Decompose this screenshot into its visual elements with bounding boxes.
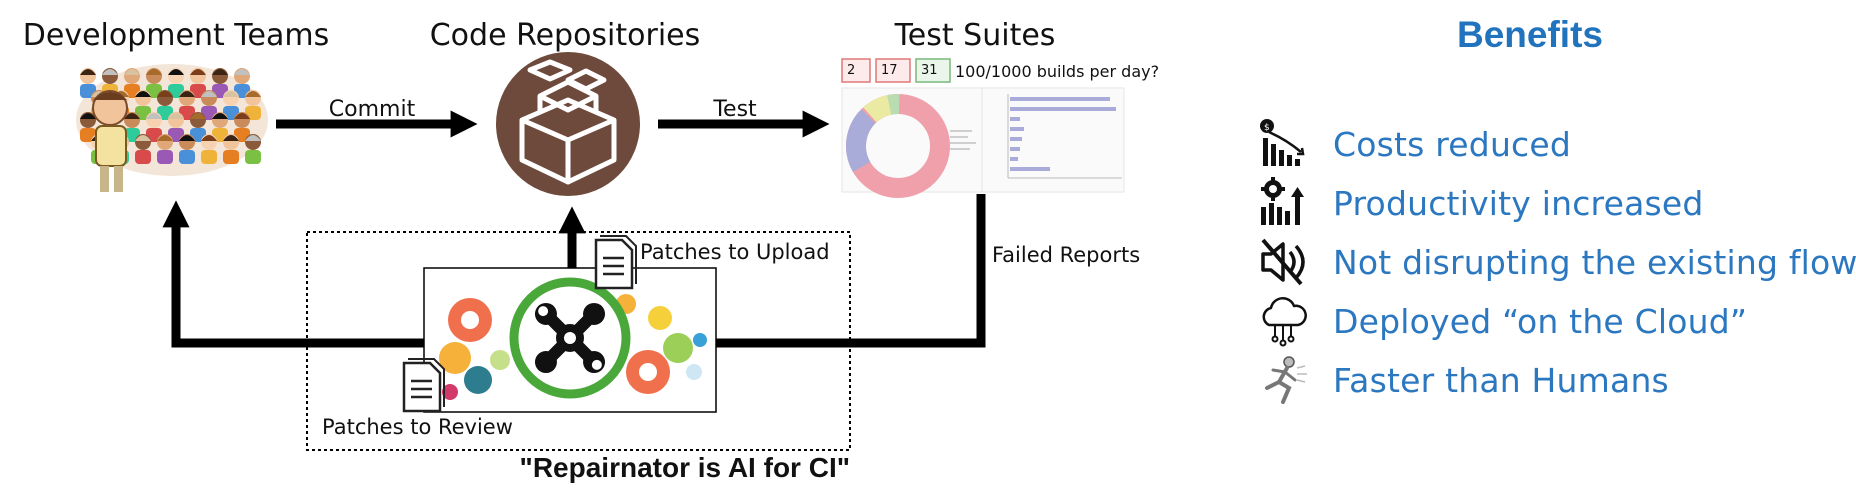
crowd-person-hair (245, 135, 261, 141)
crowd-person-hair (234, 69, 250, 75)
crowd-person-hair (201, 135, 217, 141)
benefit-label: Deployed “on the Cloud” (1333, 301, 1748, 341)
test-dashboard: 2 17 31 100/1000 builds per day? (841, 58, 1159, 198)
crowd-person-hair (212, 69, 228, 75)
benefits-title: Benefits (1457, 14, 1603, 55)
benefit-item-costs: $ Costs reduced (1255, 118, 1571, 170)
crowd-person-hair (80, 113, 96, 119)
cost-down-icon: $ (1255, 118, 1311, 170)
repairnator-caption: "Repairnator is AI for CI" (520, 452, 850, 483)
code-repos-title: Code Repositories (430, 18, 701, 53)
crowd-person-body (179, 150, 195, 164)
dev-teams-crowd-image (76, 64, 268, 192)
legend-placeholder (950, 130, 976, 150)
crowd-person-hair (212, 113, 228, 119)
benefit-label: Productivity increased (1333, 183, 1704, 223)
benefit-label: Not disrupting the existing flows (1333, 242, 1856, 282)
failed-reports-label: Failed Reports (992, 243, 1140, 267)
benefit-item-productivity: Productivity increased (1255, 177, 1704, 229)
crowd-person-body (201, 150, 217, 164)
dev-teams-title: Development Teams (23, 18, 329, 53)
crowd-person-hair (124, 113, 140, 119)
crowd-person-hair (223, 135, 239, 141)
crowd-person-hair (80, 69, 96, 75)
repairnator-gears-image (423, 267, 717, 413)
patches-to-review-arrow (162, 200, 432, 348)
crowd-person-body (245, 150, 261, 164)
crowd-person-hair (179, 91, 195, 97)
bar-chart-placeholder (1010, 97, 1116, 171)
benefit-item-not-disrupting: Not disrupting the existing flows (1255, 236, 1856, 288)
crowd-person-hair (245, 91, 261, 97)
counter-red: 2 (841, 58, 871, 83)
crowd-person-hair (168, 69, 184, 75)
crowd-person-hair (135, 135, 151, 141)
crowd-person-body (157, 150, 173, 164)
patch-document-icon-upload (594, 235, 637, 290)
patches-to-review-label: Patches to Review (322, 415, 513, 439)
benefit-item-cloud: Deployed “on the Cloud” (1255, 295, 1747, 347)
crowd-person-hair (102, 69, 118, 75)
crowd-person-hair (146, 69, 162, 75)
benefit-label: Costs reduced (1333, 124, 1572, 164)
crowd-person-body (223, 150, 239, 164)
cloud-icon (1255, 295, 1311, 347)
svg-text:2: 2 (847, 63, 855, 78)
svg-text:$: $ (1264, 123, 1270, 133)
counter-pink: 17 (875, 58, 911, 83)
counter-green: 31 (915, 58, 951, 83)
donut-chart (846, 94, 950, 198)
crowd-person-hair (190, 69, 206, 75)
benefit-item-faster: Faster than Humans (1255, 354, 1669, 406)
patch-document-icon-review (402, 358, 445, 413)
crowd-person-hair (135, 91, 151, 97)
svg-text:17: 17 (881, 63, 898, 78)
robot-runner-icon (1255, 354, 1311, 406)
crowd-person-hair (168, 113, 184, 119)
crowd-person-hair (157, 91, 173, 97)
test-suites-title: Test Suites (894, 18, 1056, 53)
crowd-person-hair (179, 135, 195, 141)
code-repository-icon (496, 52, 640, 196)
crowd-person-hair (124, 69, 140, 75)
benefit-label: Faster than Humans (1333, 360, 1669, 400)
muted-speaker-icon (1255, 236, 1311, 288)
failed-reports-line (704, 194, 986, 348)
repairnator-frame (306, 231, 851, 451)
crowd-person-body (135, 150, 151, 164)
crowd-person-hair (201, 91, 217, 97)
patches-to-upload-label: Patches to Upload (640, 240, 830, 264)
svg-text:31: 31 (921, 63, 938, 78)
builds-per-day-question: 100/1000 builds per day? (955, 62, 1159, 81)
crowd-person-hair (157, 135, 173, 141)
crowd-person-hair (223, 91, 239, 97)
crowd-person-hair (146, 113, 162, 119)
test-label: Test (712, 97, 757, 122)
commit-label: Commit (329, 97, 416, 122)
productivity-up-icon (1255, 177, 1311, 229)
crowd-person-hair (190, 113, 206, 119)
crowd-person-hair (234, 113, 250, 119)
